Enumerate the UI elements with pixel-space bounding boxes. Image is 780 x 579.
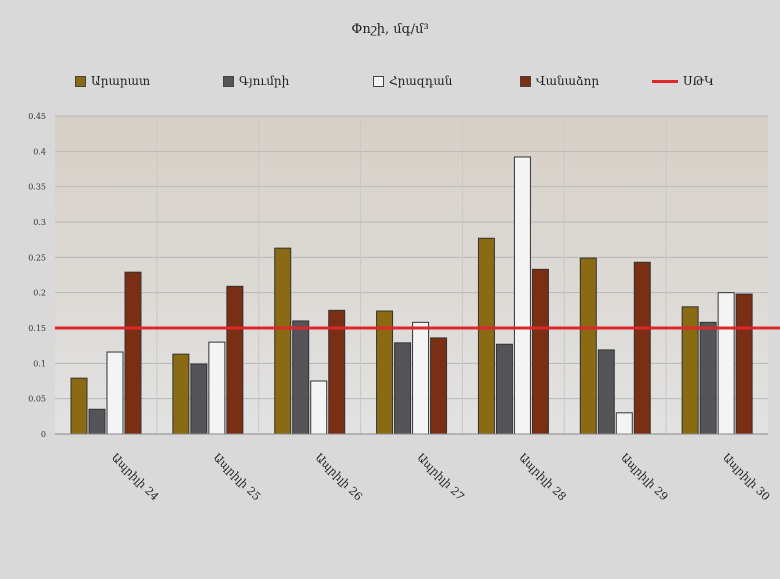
bar-Վանաձոր — [735, 293, 753, 435]
x-tick-label: Ապրիլի 27 — [414, 451, 466, 503]
bar-Գյումրի — [699, 321, 717, 435]
legend-swatch — [223, 75, 234, 87]
legend-item-hrazdan: Հրազդան — [373, 74, 452, 88]
legend-swatch — [373, 75, 384, 87]
legend-item-mac: ՍԹԿ — [652, 74, 714, 88]
bar-Գյումրի — [495, 343, 513, 435]
y-tick-label: 0.45 — [28, 112, 46, 121]
bar-Վանաձոր — [226, 285, 244, 435]
bar-Վանաձոր — [531, 268, 549, 435]
x-tick-label: Ապրիլի 30 — [720, 451, 772, 503]
bar-Արարատ — [579, 257, 597, 435]
bar-Գյումրի — [597, 349, 615, 435]
bar-Արարատ — [70, 377, 88, 435]
bar-Հրազդան — [615, 412, 633, 435]
bar-Հրազդան — [717, 292, 735, 435]
y-tick-label: 0.3 — [33, 218, 46, 227]
bar-Գյումրի — [394, 342, 412, 435]
x-tick-label: Ապրիլի 26 — [313, 451, 365, 503]
legend-item-gyumri: Գյումրի — [223, 74, 289, 88]
legend-swatch — [520, 75, 531, 87]
y-tick-label: 0.4 — [33, 147, 46, 156]
legend-line — [652, 79, 678, 83]
bar-Արարատ — [681, 306, 699, 435]
legend-item-ararat: Արարատ — [75, 74, 150, 88]
x-tick-label: Ապրիլի 28 — [516, 451, 568, 503]
legend-label: Վանաձոր — [536, 74, 600, 88]
y-tick-label: 0.35 — [28, 183, 46, 192]
y-tick-label: 0.25 — [28, 253, 46, 262]
x-tick-label: Ապրիլի 29 — [618, 451, 670, 503]
legend-item-vanadzor: Վանաձոր — [520, 74, 599, 88]
bar-Գյումրի — [292, 320, 310, 435]
bar-Վանաձոր — [430, 337, 448, 435]
bar-Հրազդան — [513, 156, 531, 435]
bar-Հրազդան — [412, 321, 430, 435]
y-tick-label: 0 — [41, 430, 46, 439]
legend-swatch — [75, 75, 86, 87]
bar-Հրազդան — [208, 341, 226, 435]
bar-Արարատ — [477, 237, 495, 435]
legend-label: Հրազդան — [389, 74, 453, 88]
bar-Արարատ — [274, 247, 292, 435]
bar-Հրազդան — [106, 351, 124, 435]
x-tick-label: Ապրիլի 25 — [211, 451, 263, 503]
legend-label: Արարատ — [91, 74, 151, 88]
legend-label: ՍԹԿ — [683, 74, 714, 88]
plot-background — [55, 116, 768, 434]
y-tick-label: 0.2 — [33, 289, 46, 298]
bar-Գյումրի — [88, 408, 106, 435]
chart-title: Փոշի, մգ/մ³ — [351, 22, 429, 37]
bar-Հրազդան — [310, 380, 328, 435]
bar-Վանաձոր — [633, 261, 651, 435]
legend: Արարատ Գյումրի Հրազդան Վանաձոր ՍԹԿ — [0, 74, 780, 92]
y-tick-label: 0.15 — [28, 324, 46, 333]
legend-label: Գյումրի — [239, 74, 290, 88]
bar-Գյումրի — [190, 363, 208, 435]
y-tick-label: 0.05 — [28, 395, 46, 404]
bar-Վանաձոր — [124, 271, 142, 435]
bar-Արարատ — [172, 353, 190, 435]
y-tick-label: 0.1 — [33, 359, 46, 368]
x-tick-label: Ապրիլի 24 — [109, 451, 161, 503]
